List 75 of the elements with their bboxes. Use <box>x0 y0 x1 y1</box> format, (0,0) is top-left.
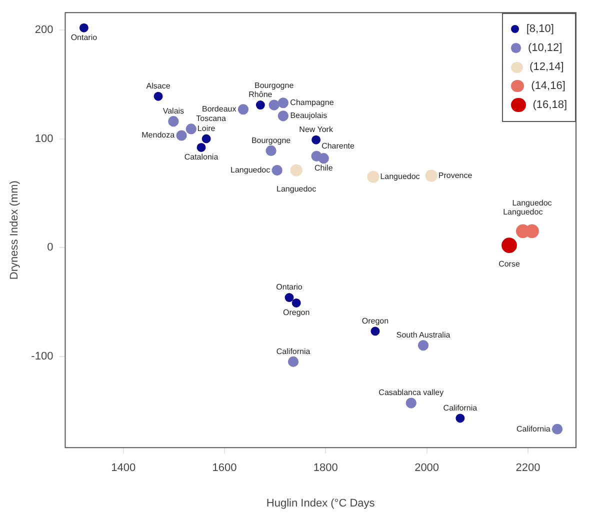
annotation: Bourgogne <box>254 81 294 90</box>
point <box>278 98 288 108</box>
annotation: Charente <box>322 141 356 150</box>
annotation: Languedoc <box>503 207 543 216</box>
point <box>370 326 380 336</box>
point <box>186 124 196 134</box>
y-tick-label: 100 <box>34 132 54 145</box>
annotation: Oregon <box>362 316 389 326</box>
y-tick-label: 200 <box>34 24 54 36</box>
annotation: Languedoc <box>512 198 552 208</box>
x-tick-label: 1400 <box>111 462 136 474</box>
point <box>196 142 206 152</box>
annotation: Champagne <box>290 98 334 108</box>
annotation: California <box>516 424 551 434</box>
x-tick-label: 2000 <box>414 462 440 474</box>
annotation: Corse <box>498 260 520 269</box>
annotation: Rhône <box>248 90 273 100</box>
point <box>176 130 187 141</box>
point <box>268 100 280 110</box>
point <box>418 340 429 351</box>
point <box>312 135 321 144</box>
annotation: Languedoc <box>380 172 420 182</box>
point <box>266 145 276 156</box>
point <box>502 238 517 254</box>
point <box>256 100 265 110</box>
legend-label: (16,18] <box>532 99 567 112</box>
point <box>552 424 563 434</box>
point <box>456 414 465 423</box>
point <box>272 164 282 176</box>
annotation: Chile <box>314 164 334 173</box>
annotation: Alsace <box>146 82 171 91</box>
legend-label: [8,10] <box>526 23 554 36</box>
point <box>168 116 179 127</box>
point <box>290 164 302 176</box>
annotation: Languedoc <box>276 184 316 194</box>
annotation: Ontario <box>70 33 98 42</box>
annotation: South Australia <box>396 330 451 340</box>
annotation: Oregon <box>282 308 310 318</box>
annotation: Mendoza <box>142 130 176 140</box>
legend-label: (10,12] <box>528 42 562 54</box>
y-tick-label: 0 <box>47 242 54 254</box>
point <box>367 170 380 183</box>
point <box>79 23 88 32</box>
point <box>318 153 329 164</box>
annotation: New York <box>299 125 334 134</box>
annotation: Languedoc <box>230 165 270 174</box>
annotation: Beaujolais <box>290 111 328 120</box>
annotation: California <box>276 346 311 356</box>
point <box>425 170 438 182</box>
point <box>292 298 301 308</box>
annotation: Valais <box>162 106 184 116</box>
annotation: Casablanca valley <box>378 388 444 398</box>
point <box>278 110 288 122</box>
point <box>202 134 211 144</box>
legend-label: (14,16] <box>531 80 566 92</box>
x-tick-label: 1600 <box>212 462 237 474</box>
annotation: Toscana <box>196 114 226 124</box>
x-tick-label: 1800 <box>313 462 338 474</box>
annotation: Catalonia <box>184 152 219 162</box>
annotation: Bordeaux <box>202 104 236 114</box>
annotation: Bourgogne <box>251 136 292 145</box>
y-tick-label: -100 <box>31 350 54 362</box>
point <box>288 356 299 367</box>
legend-label: (12,14] <box>530 61 564 74</box>
point <box>238 104 249 115</box>
point <box>284 293 294 302</box>
annotation: Loire <box>197 124 216 133</box>
x-axis-title: Huglin Index (°C Days <box>266 497 376 510</box>
annotation: California <box>443 403 478 412</box>
x-tick-label: 2200 <box>516 462 540 474</box>
annotation: Ontario <box>276 282 303 292</box>
annotation: Provence <box>438 170 473 180</box>
point <box>406 398 416 408</box>
point <box>154 92 163 101</box>
y-axis-title: Dryness Index (mm) <box>8 180 21 280</box>
